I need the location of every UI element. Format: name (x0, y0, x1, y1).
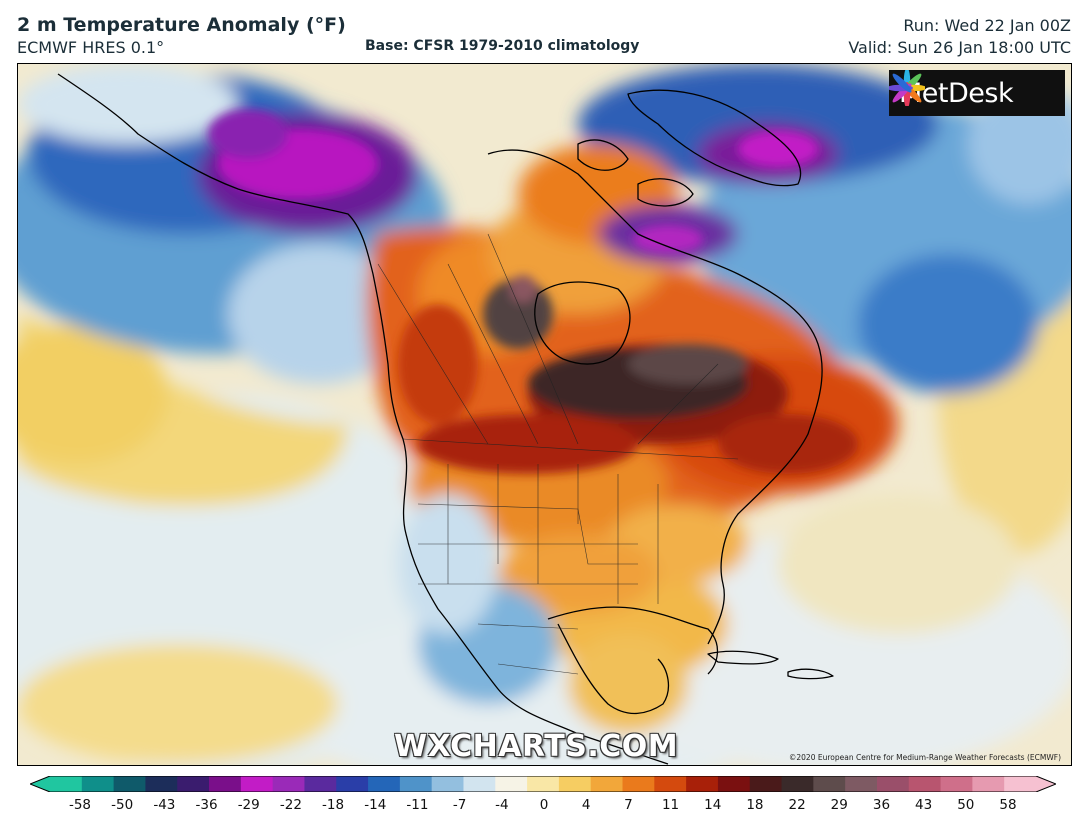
metdesk-logo: MetDesk (889, 70, 1065, 116)
anomaly-map: MetDesk WXCHARTS.COM ©2020 European Cent… (17, 63, 1072, 766)
colorbar-tick-label: 36 (872, 797, 891, 813)
colorbar-tick-label: 43 (915, 797, 933, 813)
ecmwf-copyright: ©2020 European Centre for Medium-Range W… (788, 753, 1061, 762)
colorbar-tick-label: 18 (746, 797, 764, 813)
colorbar-max-extension (1036, 776, 1056, 792)
anomaly-field (18, 64, 1071, 765)
colorbar-tick-label: 22 (788, 797, 806, 813)
colorbar-labels: -58 -50 -43 -36 -29 -22 -18 -14 -11 -7 -4 0 4 7 11 14 18… (0, 797, 1088, 817)
wxcharts-watermark: WXCHARTS.COM (394, 729, 679, 764)
colorbar-segment (113, 776, 147, 792)
colorbar-tick-label: 11 (661, 797, 680, 813)
colorbar-segment (240, 776, 274, 792)
colorbar-segment (781, 776, 814, 792)
colorbar-segment (495, 776, 528, 792)
colorbar-tick-label: -36 (195, 797, 218, 813)
colorbar-tick-label: 29 (830, 797, 848, 813)
colorbar-segment (749, 776, 783, 792)
colorbar-tick-label: -14 (364, 797, 387, 813)
colorbar-min-extension (30, 776, 50, 792)
colorbar-tick-label: -58 (68, 797, 92, 813)
colorbar-segment (908, 776, 942, 792)
colorbar-segment (876, 776, 910, 792)
colorbar-segment (50, 776, 83, 792)
colorbar-tick-label: -43 (153, 797, 176, 813)
colorbar-segment (686, 776, 719, 792)
colorbar-tick-label: -7 (452, 797, 467, 813)
colorbar-segment (1004, 776, 1037, 792)
colorbar-segment (431, 776, 465, 792)
colorbar-segment (590, 776, 624, 792)
colorbar-tick-label: 50 (957, 797, 975, 813)
colorbar-tick-label: 58 (999, 797, 1017, 813)
run-time: Run: Wed 22 Jan 00Z (903, 16, 1071, 35)
colorbar (30, 776, 1056, 792)
colorbar-tick-label: -4 (495, 797, 509, 813)
colorbar-segment (717, 776, 751, 792)
colorbar-segment (940, 776, 973, 792)
colorbar-segment (622, 776, 655, 792)
colorbar-segment (845, 776, 878, 792)
colorbar-segment (272, 776, 306, 792)
colorbar-tick-label: 0 (539, 797, 549, 813)
chart-title: 2 m Temperature Anomaly (°F) (17, 14, 346, 36)
metdesk-logo-text: MetDesk (899, 77, 1014, 109)
colorbar-segment (654, 776, 687, 792)
colorbar-segment (463, 776, 496, 792)
metdesk-pinwheel-icon (889, 70, 925, 106)
model-name: ECMWF HRES 0.1° (17, 38, 165, 57)
colorbar-segment (558, 776, 592, 792)
political-borders (377, 233, 739, 675)
colorbar-segment (177, 776, 210, 792)
coastline-north-america (57, 73, 834, 765)
colorbar-segment (209, 776, 242, 792)
colorbar-tick-label: -22 (279, 797, 302, 813)
colorbar-segment (304, 776, 337, 792)
colorbar-segment (813, 776, 846, 792)
colorbar-segment (81, 776, 115, 792)
colorbar-tick-label: 4 (581, 797, 591, 813)
colorbar-segment (145, 776, 178, 792)
colorbar-segment (336, 776, 369, 792)
colorbar-tick-label: -18 (322, 797, 345, 813)
colorbar-segment (368, 776, 401, 792)
colorbar-tick-label: -29 (237, 797, 260, 813)
colorbar-tick-label: -11 (406, 797, 429, 813)
colorbar-tick-label: 7 (624, 797, 633, 813)
colorbar-segment (527, 776, 560, 792)
valid-time: Valid: Sun 26 Jan 18:00 UTC (848, 38, 1071, 57)
colorbar-tick-label: -50 (111, 797, 134, 813)
colorbar-segment (399, 776, 433, 792)
climatology-base: Base: CFSR 1979-2010 climatology (365, 38, 640, 54)
colorbar-segment (972, 776, 1005, 792)
colorbar-tick-label: 14 (704, 797, 722, 813)
